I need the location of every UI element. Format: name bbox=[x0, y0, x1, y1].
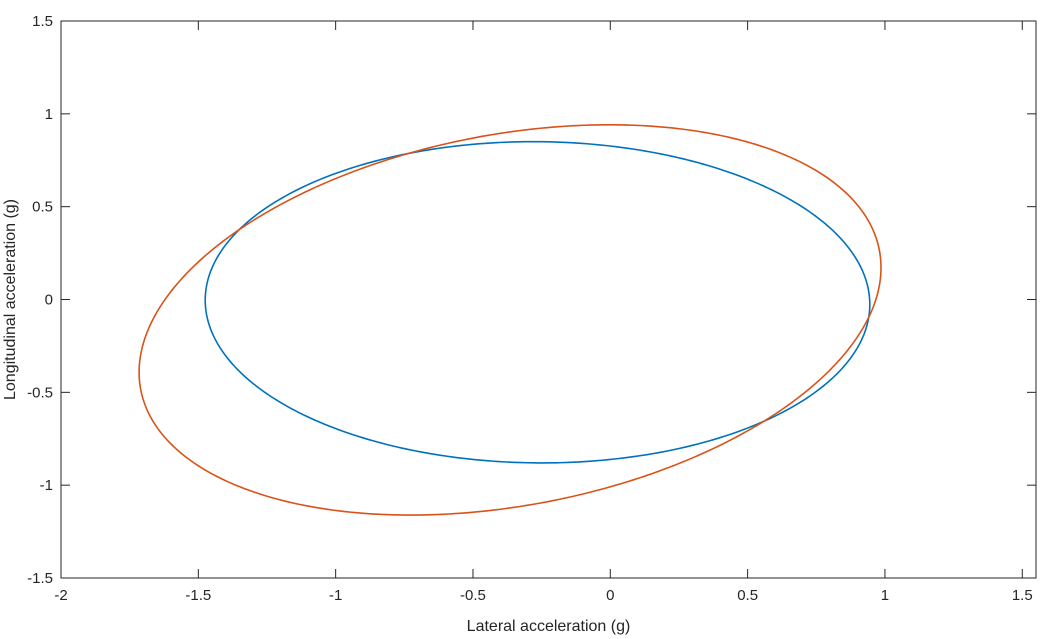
series-2-line bbox=[138, 123, 882, 516]
x-tick-label: -1.5 bbox=[185, 587, 211, 604]
x-tick-label: -0.5 bbox=[460, 587, 486, 604]
x-tick-label: 1.5 bbox=[1012, 587, 1033, 604]
x-tick-label: -1 bbox=[329, 587, 342, 604]
y-tick-label: 1.5 bbox=[32, 13, 53, 30]
y-tick-label: -1.5 bbox=[27, 570, 53, 587]
x-tick-label: 0 bbox=[606, 587, 614, 604]
y-tick-label: 0 bbox=[45, 292, 53, 309]
axes-box bbox=[60, 20, 1037, 579]
plot-area bbox=[138, 123, 882, 516]
y-tick-label: -1 bbox=[40, 477, 53, 494]
y-axis-label: Longitudinal acceleration (g) bbox=[2, 199, 19, 400]
x-tick-label: 1 bbox=[881, 587, 889, 604]
y-tick-label: 0.5 bbox=[32, 199, 53, 216]
x-axis-label: Lateral acceleration (g) bbox=[467, 618, 631, 635]
series-1-line bbox=[204, 140, 871, 464]
ticks: -2 -1.5 -1 -0.5 0 0.5 1 1.5-1.5-1-0.500.511.5 bbox=[27, 13, 1036, 604]
y-tick-label: 1 bbox=[45, 106, 53, 123]
x-tick-label: 0.5 bbox=[737, 587, 758, 604]
x-tick-label: -2 bbox=[54, 587, 67, 604]
y-tick-label: -0.5 bbox=[27, 384, 53, 401]
